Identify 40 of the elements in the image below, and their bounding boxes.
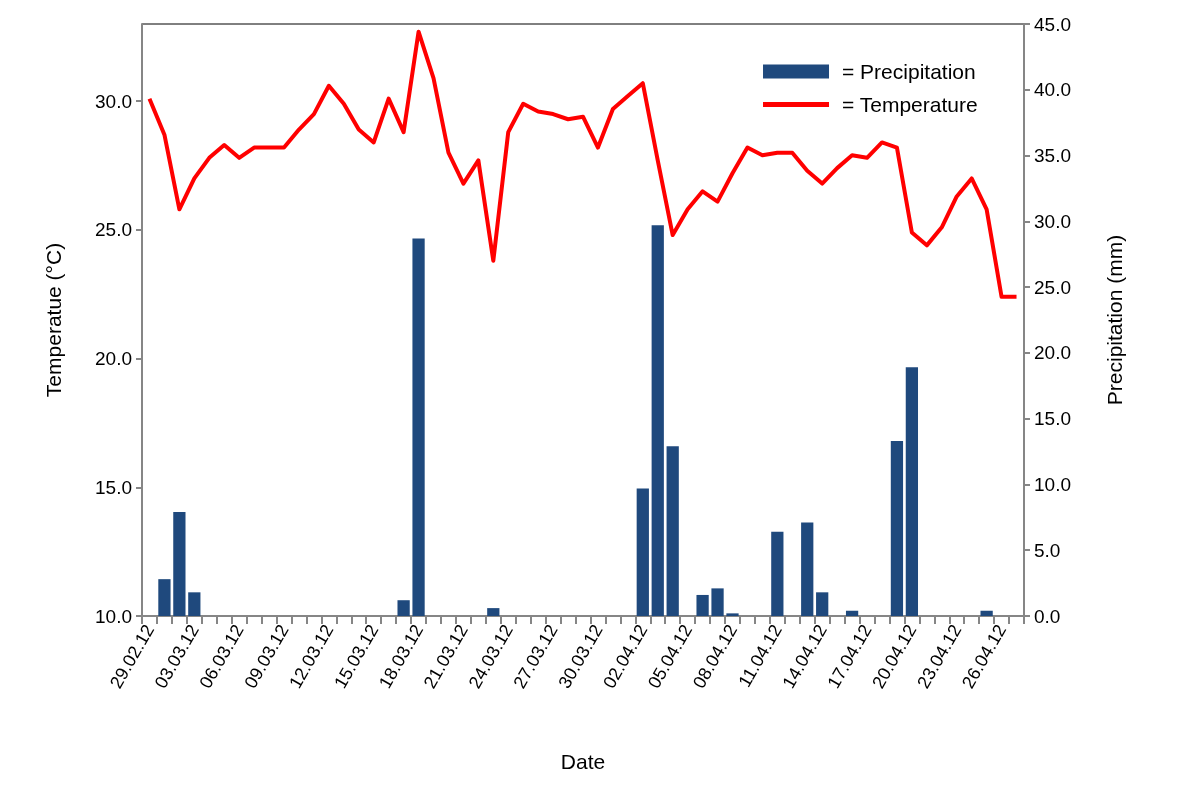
y2-tick-label: 20.0	[1034, 342, 1071, 364]
y2-tick-label: 40.0	[1034, 79, 1071, 101]
bar	[905, 367, 919, 616]
y2-axis-title: Precipitation (mm)	[1103, 234, 1126, 406]
bar	[711, 588, 724, 616]
bar	[636, 488, 649, 616]
x-axis-title: Date	[560, 750, 606, 773]
bar	[173, 512, 186, 616]
y2-tick-label: 45.0	[1034, 13, 1071, 35]
y2-tick-label: 0.0	[1034, 605, 1061, 627]
y-tick-label: 25.0	[95, 219, 132, 241]
legend-label: = Precipitation	[842, 60, 976, 83]
y-tick-label: 15.0	[95, 476, 132, 498]
bar	[412, 238, 425, 616]
bar	[845, 610, 859, 616]
y2-tick-label: 35.0	[1034, 145, 1071, 167]
legend-label: = Temperature	[842, 93, 978, 116]
bar	[771, 531, 784, 616]
bar	[158, 579, 171, 616]
y2-tick-label: 25.0	[1034, 276, 1071, 298]
bar	[980, 610, 993, 616]
bar	[696, 594, 709, 616]
y2-tick-label: 30.0	[1034, 210, 1071, 232]
line-series	[147, 29, 1019, 299]
y2-tick-label: 5.0	[1034, 539, 1061, 561]
y2-tick-label: 15.0	[1034, 408, 1071, 430]
bar	[397, 600, 410, 616]
bar	[890, 441, 904, 616]
y-axis-title: Temperatue (°C)	[42, 242, 65, 398]
y-tick-label: 30.0	[95, 90, 132, 112]
bar	[651, 225, 664, 616]
y-tick-label: 10.0	[95, 605, 132, 627]
y-tick-label: 20.0	[95, 348, 132, 370]
bar	[801, 522, 814, 616]
bar	[487, 608, 500, 616]
bar	[816, 592, 829, 616]
bar	[666, 446, 679, 616]
bar	[188, 592, 201, 616]
bar	[726, 613, 739, 616]
y2-tick-label: 10.0	[1034, 473, 1071, 495]
